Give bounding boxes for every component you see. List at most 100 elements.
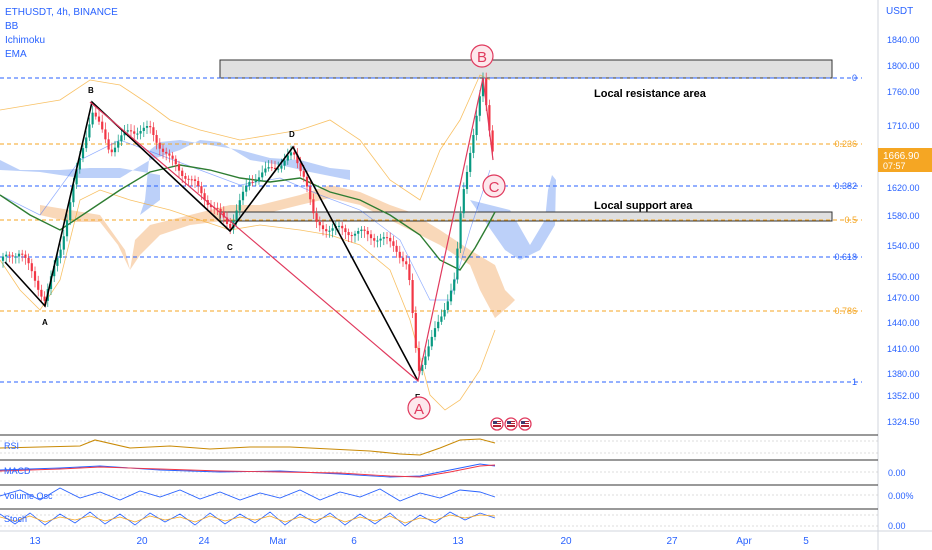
indicator-ichimoku[interactable]: Ichimoku [5,35,46,46]
candle-body [184,176,187,179]
candle-body [350,235,353,237]
candle-body [142,127,145,132]
candle-body [222,211,225,218]
candle-body [373,238,376,241]
candle-body [94,112,97,117]
fib-level-label: 0.5 [844,215,857,225]
candle-body [43,296,46,301]
candle-body [357,231,360,234]
candle-body [283,160,286,166]
candle-body [491,130,494,152]
candle-body [158,142,161,149]
circle-label-c[interactable]: C [482,174,506,198]
candle-body [254,180,257,183]
event-flags[interactable] [490,417,532,431]
ichimoku-cloud-bear [40,185,515,318]
fib-level-label: 1 [852,377,857,387]
candle-body [225,217,229,224]
fib-level-label: 0.618 [834,252,857,262]
price-axis-panel[interactable] [878,0,932,550]
candle-body [171,155,174,159]
abc-correction-lines[interactable] [89,77,494,383]
candle-body [248,181,251,186]
svg-text:0.00: 0.00 [888,468,906,478]
ichimoku-cloud-bull [0,140,350,215]
candle-body [139,131,142,134]
price-tick: 1352.00 [887,391,920,401]
candle-body [203,193,206,201]
candle-body [216,207,219,209]
price-tick: 1470.00 [887,293,920,303]
wave-label-c: C [227,243,233,252]
price-tick: 1840.00 [887,35,920,45]
volume-osc-pane[interactable]: Volume Osc 0.00% [0,484,914,502]
rsi-pane[interactable]: RSI [0,434,878,456]
resistance-zone[interactable] [219,59,833,79]
candle-body [280,165,283,169]
candle-body [305,176,309,187]
svg-text:Volume Osc: Volume Osc [4,491,53,501]
price-tick: 1710.00 [887,121,920,131]
candle-body [337,225,341,227]
candle-body [69,202,72,221]
time-tick: 6 [351,536,357,547]
circle-label-b[interactable]: B [470,44,494,68]
price-axis-ticks[interactable]: 1840.00 1800.00 1760.00 1710.00 1620.00 1580.… [887,35,920,427]
time-tick: Mar [269,536,287,547]
candle-body [200,186,203,194]
circle-label-a[interactable]: A [407,396,431,420]
candle-body [360,229,363,232]
candle-body [85,137,88,149]
candle-body [437,321,440,329]
candle-body [30,263,33,272]
candle-body [376,240,379,242]
svg-text:0.00%: 0.00% [888,491,914,501]
candle-body [136,133,139,135]
time-tick: Apr [736,536,752,547]
candle-body [344,228,347,233]
us-flag-icon [518,417,532,431]
candle-body [88,124,91,138]
candle-body [27,257,30,264]
candle-body [165,151,168,154]
symbol-title[interactable]: ETHUSDT, 4h, BINANCE [5,7,118,18]
stoch-pane[interactable]: Stoch 0.00 [0,508,906,531]
harmonic-pattern-xabcd[interactable] [4,100,419,382]
candle-body [475,115,478,136]
candle-body [443,309,446,317]
candle-body [296,154,299,164]
candle-body [129,130,133,132]
candle-body [113,147,117,153]
candle-body [107,139,110,150]
candle-body [267,167,270,169]
candle-body [325,229,328,232]
candle-body [155,134,158,143]
volume-osc-line [0,487,496,502]
fibonacci-retracement[interactable]: 0 0.236 0.382 0.5 0.618 0.786 1 [0,73,862,387]
price-tick: 1540.00 [887,241,920,251]
candle-body [219,208,222,212]
candle-body [33,271,37,281]
price-tick: 1410.00 [887,344,920,354]
candle-body [193,179,197,182]
price-tick: 1440.00 [887,318,920,328]
candle-body [264,168,267,173]
support-zone[interactable] [219,211,833,222]
indicator-ema[interactable]: EMA [5,49,27,60]
chart-legend[interactable]: ETHUSDT, 4h, BINANCE BB Ichimoku EMA [5,6,118,62]
candle-body [235,210,238,221]
candle-body [81,148,85,159]
candle-body [401,257,405,262]
time-axis[interactable]: 13 20 24 Mar 6 13 20 27 Apr 5 [29,536,809,547]
candle-body [238,200,241,211]
candle-body [261,172,264,178]
svg-text:0.00: 0.00 [888,521,906,531]
candle-body [395,245,398,252]
price-tick: 1620.00 [887,183,920,193]
candle-body [97,116,101,122]
macd-pane[interactable]: MACD 0.00 [0,459,906,478]
indicator-bb[interactable]: BB [5,21,19,32]
wave-label-b: B [88,86,94,95]
candle-body [430,336,433,347]
